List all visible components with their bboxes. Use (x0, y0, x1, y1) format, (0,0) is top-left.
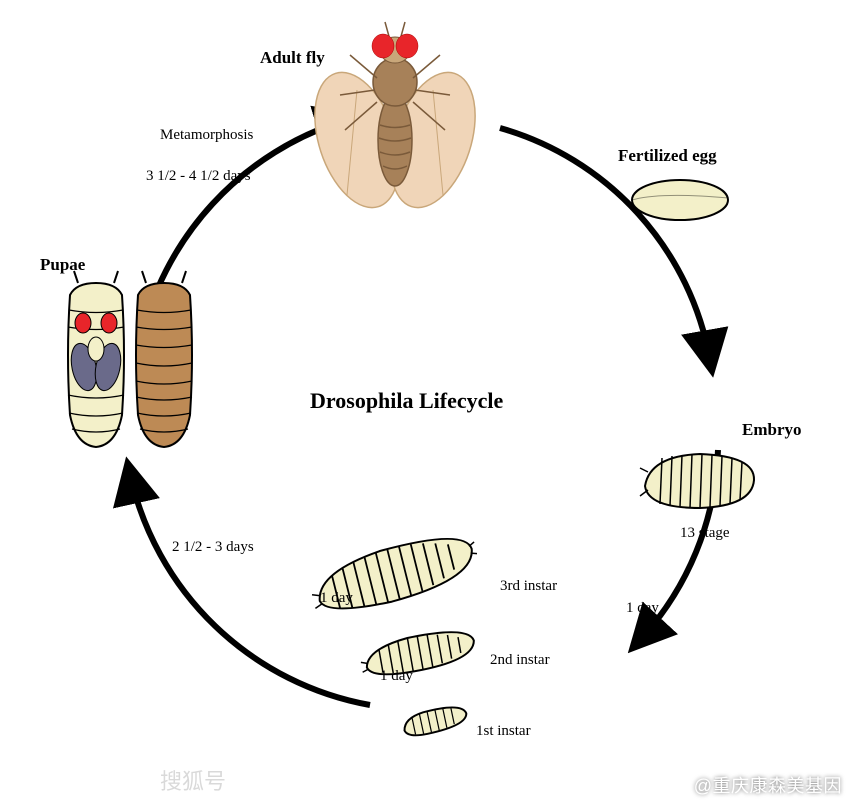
watermark-left: 搜狐号 (160, 764, 226, 796)
larva2-illustration (358, 626, 477, 680)
larva2-label: 2nd instar (490, 652, 550, 669)
larva-to-pupa-duration: 2 1/2 - 3 days (172, 539, 254, 556)
egg-illustration (632, 180, 728, 220)
embryo-sublabel: 13 stage (680, 525, 730, 542)
l1-to-l2-duration: 1 day (380, 668, 413, 685)
metamorphosis-duration: 3 1/2 - 4 1/2 days (146, 168, 251, 185)
lifecycle-diagram: Drosophila Lifecycle Adult fly Fertilize… (0, 0, 850, 804)
larva1-illustration (402, 703, 469, 738)
embryo-illustration (640, 454, 754, 508)
watermark-right: @重庆康森美基因 (694, 772, 842, 798)
diagram-title: Drosophila Lifecycle (310, 388, 503, 414)
larva3-label: 3rd instar (500, 578, 557, 595)
l2-to-l3-duration: 1 day (320, 590, 353, 607)
embryo-to-l1-duration: 1 day (626, 600, 659, 617)
pupae-illustration (67, 271, 192, 447)
metamorphosis-label: Metamorphosis (160, 127, 253, 144)
adult-fly-illustration (299, 22, 491, 218)
larva1-label: 1st instar (476, 723, 531, 740)
egg-label: Fertilized egg (618, 146, 717, 166)
pupae-label: Pupae (40, 255, 85, 275)
adult-label: Adult fly (260, 48, 325, 68)
embryo-label: Embryo (742, 420, 802, 440)
